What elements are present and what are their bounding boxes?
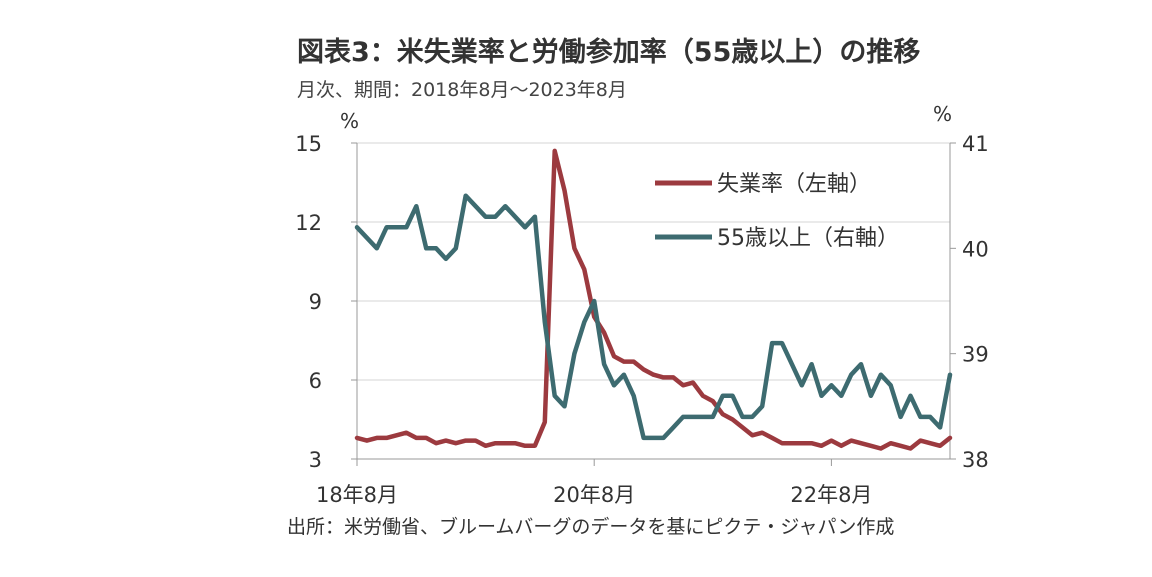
legend: 失業率（左軸） 55歳以上（右軸） bbox=[655, 172, 899, 251]
legend-label: 55歳以上（右軸） bbox=[717, 226, 899, 251]
axes: 15 12 9 6 3 41 40 39 38% % 18年8月 20年8月 22年8月 bbox=[295, 102, 988, 507]
left-tick-label: 12 bbox=[295, 211, 322, 235]
right-tick-label: 41 bbox=[962, 132, 989, 156]
left-tick-label: 15 bbox=[295, 132, 322, 156]
legend-label: 失業率（左軸） bbox=[717, 172, 871, 197]
chart-title: 図表3：米失業率と労働参加率（55歳以上）の推移 bbox=[297, 37, 921, 68]
right-tick-label: 38 bbox=[962, 448, 989, 472]
series-lines bbox=[354, 148, 953, 451]
source-note: 出所：米労働省、ブルームバーグのデータを基にピクテ・ジャパン作成 bbox=[287, 516, 895, 538]
series-line-participation-55plus bbox=[354, 193, 953, 441]
right-axis-unit: % bbox=[933, 102, 952, 126]
right-tick-label: 40 bbox=[962, 237, 989, 261]
right-tick-label: 39 bbox=[962, 343, 989, 367]
left-axis-unit: % bbox=[340, 109, 359, 133]
x-tick-label: 18年8月 bbox=[316, 483, 398, 507]
chart-subtitle: 月次、期間：2018年8月～2023年8月 bbox=[297, 79, 627, 101]
left-tick-label: 3 bbox=[309, 448, 322, 472]
left-tick-label: 6 bbox=[309, 369, 322, 393]
x-tick-label: 22年8月 bbox=[790, 483, 872, 507]
x-tick-label: 20年8月 bbox=[553, 483, 635, 507]
series-line-unemployment bbox=[354, 148, 953, 451]
left-tick-label: 9 bbox=[309, 290, 322, 314]
